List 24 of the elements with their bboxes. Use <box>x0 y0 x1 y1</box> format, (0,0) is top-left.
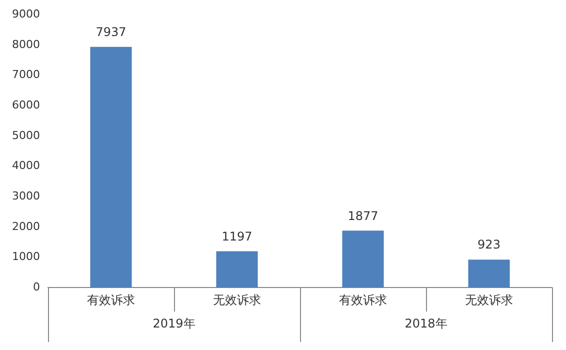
y-tick-label: 5000 <box>12 128 40 142</box>
y-tick-label: 3000 <box>12 189 40 202</box>
y-tick-label: 8000 <box>12 38 40 51</box>
data-label: 1197 <box>222 229 252 244</box>
data-label: 7937 <box>96 24 126 39</box>
x-tick-label: 有效诉求 <box>339 292 387 307</box>
bar <box>216 251 258 288</box>
text: 2018年 <box>404 316 448 331</box>
text: 2019年 <box>152 316 196 331</box>
bar <box>342 230 384 288</box>
y-tick-label: 7000 <box>12 68 40 82</box>
y-tick-label: 1000 <box>12 250 40 264</box>
bar <box>468 260 510 288</box>
x-tick-label: 无效诉求 <box>212 292 261 307</box>
data-label: 923 <box>478 238 500 252</box>
x-tick-label: 无效诉求 <box>465 292 513 307</box>
y-tick-label: 4000 <box>12 159 40 172</box>
y-tick-label: 6000 <box>12 98 40 112</box>
y-tick-label: 9000 <box>12 7 40 20</box>
y-tick-label: 2000 <box>12 220 40 233</box>
bar <box>90 46 132 288</box>
y-tick-label: 0 <box>32 280 40 294</box>
x-tick-label: 有效诉求 <box>86 292 135 307</box>
data-label: 1877 <box>348 208 378 223</box>
